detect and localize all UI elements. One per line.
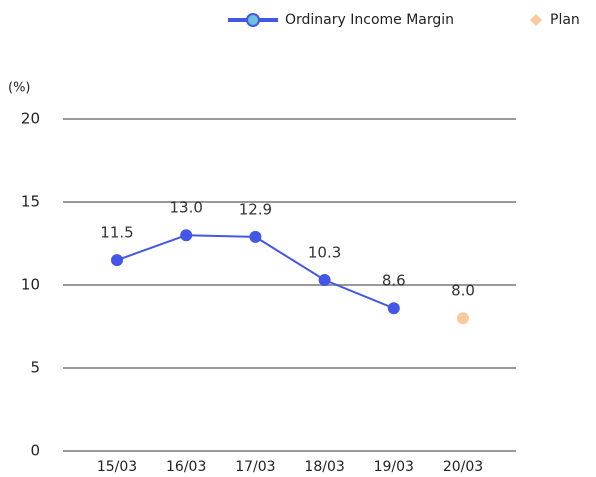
x-tick-label: 19/03 [374, 459, 414, 475]
legend-label: Plan [550, 12, 580, 28]
x-tick-label: 16/03 [166, 459, 206, 475]
legend-marker [246, 13, 260, 27]
data-point [249, 230, 262, 243]
value-label: 10.3 [308, 244, 341, 262]
legend-label: Ordinary Income Margin [285, 12, 454, 28]
y-tick-label: 5 [30, 359, 40, 377]
data-point [318, 274, 331, 287]
legend-marker [530, 14, 542, 26]
value-label: 11.5 [100, 224, 133, 242]
data-point [457, 312, 469, 325]
y-tick-label: 0 [30, 442, 40, 460]
data-point [180, 229, 193, 242]
x-tick-label: 15/03 [97, 459, 137, 475]
y-tick-label: 15 [21, 193, 40, 211]
x-tick-label: 17/03 [235, 459, 275, 475]
y-axis-label: (%) [8, 81, 31, 96]
value-label: 8.0 [451, 282, 475, 300]
value-label: 8.6 [382, 272, 406, 290]
x-tick-label: 18/03 [304, 459, 344, 475]
y-tick-label: 10 [21, 276, 40, 294]
data-point [387, 302, 400, 315]
y-tick-label: 20 [21, 110, 40, 128]
value-label: 12.9 [239, 200, 272, 218]
value-label: 13.0 [169, 199, 202, 217]
x-tick-label: 20/03 [443, 459, 483, 475]
series-line [116, 234, 395, 310]
data-point [111, 254, 123, 267]
